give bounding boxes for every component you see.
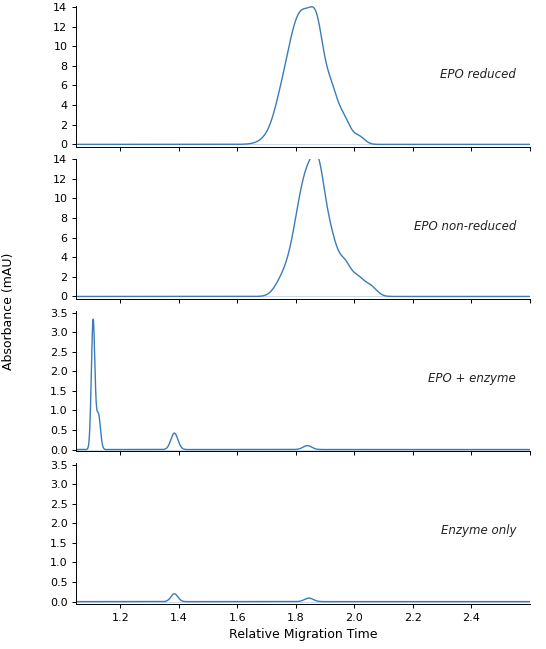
Text: EPO non-reduced: EPO non-reduced	[414, 219, 516, 233]
Text: Absorbance (mAU): Absorbance (mAU)	[2, 253, 15, 370]
X-axis label: Relative Migration Time: Relative Migration Time	[229, 628, 377, 641]
Text: EPO + enzyme: EPO + enzyme	[428, 372, 516, 385]
Text: EPO reduced: EPO reduced	[440, 67, 516, 80]
Text: Enzyme only: Enzyme only	[441, 524, 516, 537]
